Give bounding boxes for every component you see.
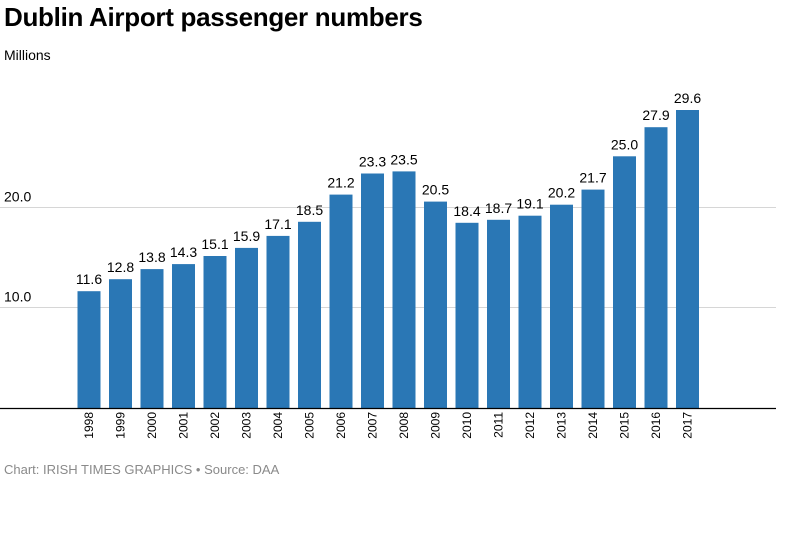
bar <box>550 204 573 408</box>
bar <box>235 247 258 408</box>
data-label: 13.8 <box>138 249 165 265</box>
data-label: 18.4 <box>453 203 480 219</box>
bar <box>361 173 384 408</box>
bar <box>109 279 132 408</box>
data-label: 18.5 <box>296 202 323 218</box>
x-tick-label: 2002 <box>208 412 222 439</box>
axes: 1998 1999 2000 2001 2002 2003 2004 2005 2006 2007… <box>0 407 776 439</box>
bar <box>329 194 353 408</box>
x-tick-label: 1998 <box>82 412 96 439</box>
bar <box>613 156 636 408</box>
source-credit: Source: DAA <box>204 462 280 477</box>
bar <box>581 189 605 408</box>
x-tick-label: 2006 <box>334 412 348 439</box>
bar <box>298 221 321 408</box>
bar <box>77 291 101 408</box>
bar <box>424 201 447 408</box>
x-tick-label: 1999 <box>114 412 128 439</box>
data-label: 23.5 <box>390 151 417 167</box>
x-tick-label: 2009 <box>429 412 443 439</box>
bar <box>392 171 416 408</box>
x-tick-label: 2016 <box>649 412 663 439</box>
x-tick-label: 2004 <box>271 412 285 439</box>
x-tick-label: 2001 <box>177 412 191 439</box>
bar <box>266 235 290 408</box>
bars <box>77 110 699 408</box>
data-label: 21.2 <box>327 175 354 191</box>
data-label: 21.7 <box>579 170 606 186</box>
bar <box>518 215 542 408</box>
bar <box>676 110 699 408</box>
bar <box>644 127 668 408</box>
data-label: 14.3 <box>170 244 197 260</box>
x-tick-label: 2011 <box>492 412 506 438</box>
x-tick-label: 2008 <box>397 412 411 439</box>
data-label: 17.1 <box>264 216 291 232</box>
x-tick-label: 2015 <box>618 412 632 439</box>
data-label: 25.0 <box>611 136 638 152</box>
x-tick-label: 2014 <box>586 412 600 439</box>
value-labels: 11.6 12.813.8 14.315.1 15.917.1 18.521.2 23.3… <box>76 90 701 287</box>
x-tick-label: 2013 <box>555 412 569 439</box>
x-tick-label: 2000 <box>145 412 159 439</box>
bar <box>455 222 479 408</box>
data-label: 11.6 <box>76 271 102 287</box>
chart-footer: Chart: IRISH TIMES GRAPHICS • Source: DA… <box>4 462 279 477</box>
data-label: 23.3 <box>359 154 386 170</box>
x-tick-label: 2007 <box>366 412 380 439</box>
data-label: 15.9 <box>233 228 260 244</box>
x-tick-label: 2010 <box>460 412 474 439</box>
x-tick-label: 2005 <box>303 412 317 439</box>
data-label: 19.1 <box>516 196 543 212</box>
bar <box>203 256 227 408</box>
data-label: 29.6 <box>674 90 701 106</box>
x-tick-label: 2012 <box>523 412 537 439</box>
bar <box>172 264 195 408</box>
y-tick-label: 10.0 <box>4 289 31 305</box>
data-label: 27.9 <box>642 107 669 123</box>
data-label: 20.2 <box>548 185 575 201</box>
chart-credit: Chart: IRISH TIMES GRAPHICS <box>4 462 193 477</box>
footer-separator: • <box>195 462 201 477</box>
data-label: 12.8 <box>107 259 134 275</box>
bar <box>140 269 164 408</box>
data-label: 15.1 <box>201 236 228 252</box>
x-tick-label: 2017 <box>681 412 695 439</box>
chart-subtitle: Millions <box>4 47 51 63</box>
data-label: 18.7 <box>485 200 512 216</box>
y-tick-label: 20.0 <box>4 189 31 205</box>
chart-title: Dublin Airport passenger numbers <box>4 2 423 32</box>
x-tick-label: 2003 <box>240 412 254 439</box>
bar <box>487 219 510 408</box>
data-label: 20.5 <box>422 182 449 198</box>
